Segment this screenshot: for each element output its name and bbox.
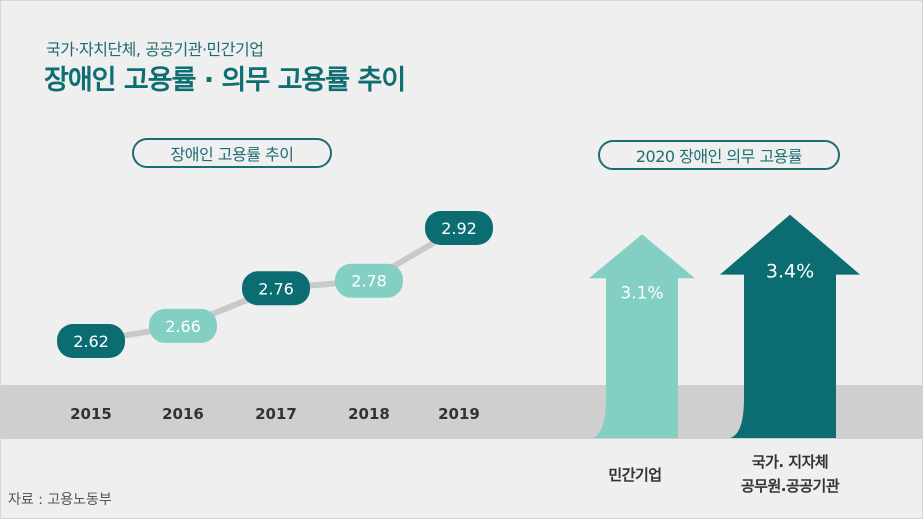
bar-chart-title: 2020 장애인 의무 고용률 xyxy=(598,140,840,170)
data-label: 2.78 xyxy=(351,272,387,291)
data-label: 2.92 xyxy=(441,219,477,238)
page-title: 장애인 고용률 · 의무 고용률 추이 xyxy=(44,65,406,96)
x-tick-label: 2016 xyxy=(162,405,204,423)
page-subtitle: 국가·자치단체, 공공기관·민간기업 xyxy=(46,40,264,59)
data-point-marker xyxy=(425,211,493,245)
arrow-bar xyxy=(720,214,860,438)
x-tick-label: 2017 xyxy=(255,405,297,423)
bar-value-label: 3.4% xyxy=(766,261,814,283)
category-label-line: 공무원.공공기관 xyxy=(740,477,840,495)
data-label: 2.76 xyxy=(258,279,294,298)
arrow-bar xyxy=(589,234,695,438)
x-tick-label: 2018 xyxy=(348,405,390,423)
category-label-line: 민간기업 xyxy=(608,466,662,484)
category-label-line: 국가. 지자체 xyxy=(751,453,829,471)
x-tick-label: 2015 xyxy=(70,405,112,423)
data-point-marker xyxy=(57,324,125,358)
x-tick-label: 2019 xyxy=(438,405,480,423)
data-label: 2.66 xyxy=(165,317,201,336)
data-point-marker xyxy=(149,308,217,343)
data-point-marker xyxy=(242,271,310,306)
source-note: 자료 : 고용노동부 xyxy=(8,492,112,508)
category-label-private: 민간기업 xyxy=(570,463,700,487)
data-point-marker xyxy=(335,263,403,298)
bar-value-label: 3.1% xyxy=(620,283,663,303)
line-chart-title: 장애인 고용률 추이 xyxy=(132,138,332,168)
data-label: 2.62 xyxy=(73,332,109,351)
